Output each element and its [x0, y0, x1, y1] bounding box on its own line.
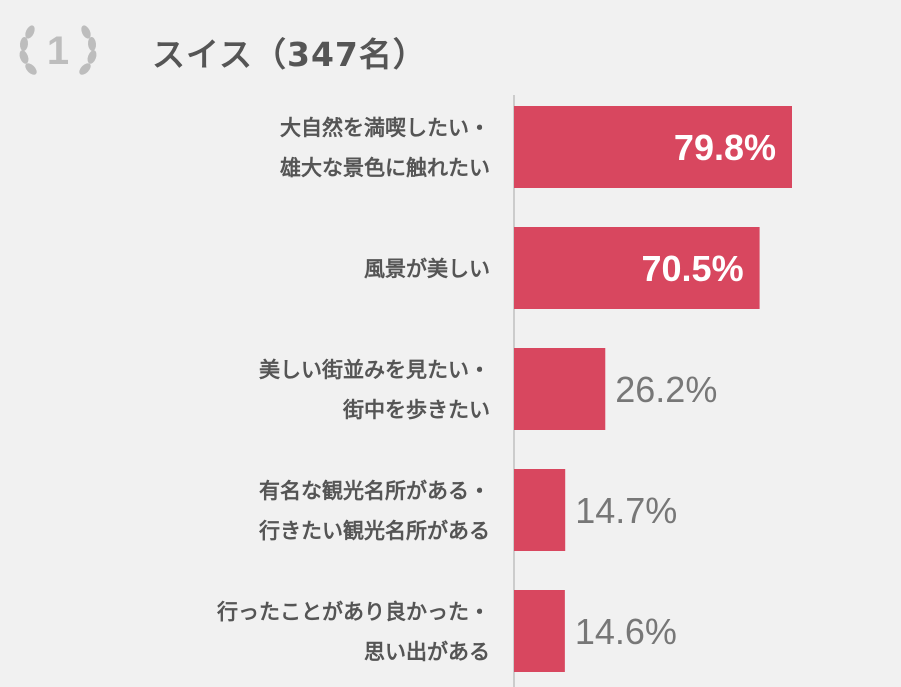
- laurel-rank-badge: 1: [19, 25, 97, 75]
- category-label-3-line-1: 美しい街並みを見たい・: [259, 358, 490, 382]
- category-label-2-line-1: 風景が美しい: [364, 257, 490, 281]
- bars-group: [514, 106, 792, 672]
- value-label-3: 26.2%: [615, 369, 717, 410]
- bar-3: [514, 348, 606, 430]
- category-label-5-line-1: 行ったことがあり良かった・: [216, 600, 490, 624]
- category-label-4-line-2: 行きたい観光名所がある: [258, 519, 490, 543]
- category-label-5-line-2: 思い出がある: [364, 640, 490, 664]
- rank-number: 1: [47, 29, 69, 73]
- bar-2: [514, 227, 760, 309]
- category-label-1-line-1: 大自然を満喫したい・: [280, 116, 490, 140]
- category-label-1-line-2: 雄大な景色に触れたい: [279, 156, 490, 180]
- chart-header: 1 スイス（347名）: [14, 14, 614, 84]
- bar-1: [514, 106, 792, 188]
- laurel-icon: [19, 25, 97, 75]
- bar-5: [514, 590, 565, 672]
- chart-title: スイス（347名）: [152, 35, 427, 74]
- value-label-1: 79.8%: [674, 127, 776, 168]
- value-label-2: 70.5%: [642, 248, 744, 289]
- value-label-4: 14.7%: [575, 490, 677, 531]
- value-labels-group: 79.8% 70.5% 26.2% 14.7% 14.6%: [575, 127, 776, 652]
- category-labels-group: 大自然を満喫したい・雄大な景色に触れたい風景が美しい美しい街並みを見たい・街中を…: [216, 116, 490, 664]
- category-label-4-line-1: 有名な観光名所がある・: [259, 479, 490, 503]
- value-label-5: 14.6%: [575, 611, 677, 652]
- category-label-3-line-2: 街中を歩きたい: [342, 398, 490, 422]
- bar-4: [514, 469, 566, 551]
